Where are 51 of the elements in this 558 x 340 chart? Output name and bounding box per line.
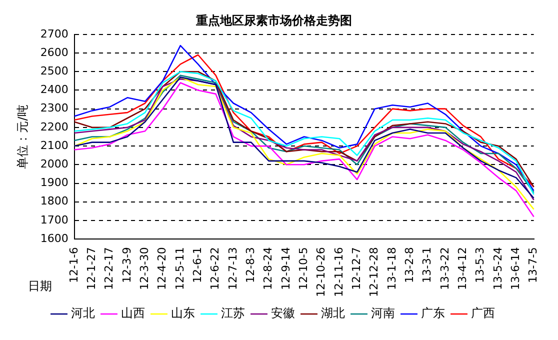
x-tick-label: 12-1-27 (84, 247, 98, 290)
legend-label: 山东 (171, 306, 195, 320)
y-tick-label: 1900 (40, 176, 68, 190)
legend-label: 江苏 (221, 306, 245, 320)
legend-label: 湖北 (321, 306, 345, 320)
x-tick-label: 12-3-9 (120, 247, 134, 284)
x-tick-label: 12-6-1 (190, 247, 204, 284)
y-tick-label: 1800 (40, 194, 68, 208)
y-tick-label: 2200 (40, 120, 68, 134)
y-tick-label: 2500 (40, 64, 68, 78)
x-tick-label: 12-8-3 (244, 247, 257, 284)
x-tick-label: 12-9-14 (279, 247, 292, 290)
chart-title: 重点地区尿素市场价格走势图 (195, 13, 352, 28)
y-tick-label: 2300 (40, 102, 68, 115)
x-tick-label: 13-2-8 (402, 247, 416, 284)
x-tick-label: 12-6-22 (208, 247, 222, 290)
x-tick-label: 13-3-1 (420, 247, 434, 284)
x-tick-label: 12-11-16 (332, 247, 346, 298)
y-tick-label: 2600 (40, 46, 68, 59)
y-axis-title: 单位：元/吨 (15, 104, 30, 169)
x-tick-label: 12-12-7 (350, 247, 363, 290)
x-tick-label: 12-3-30 (138, 247, 151, 290)
x-tick-label: 13-5-24 (491, 247, 504, 290)
x-tick-label: 12-10-26 (314, 247, 328, 298)
legend-label: 河南 (371, 306, 395, 320)
x-tick-label: 12-5-11 (173, 247, 186, 290)
y-tick-label: 1600 (40, 232, 68, 245)
x-tick-label: 13-3-22 (438, 247, 452, 290)
x-tick-label: 12-8-24 (262, 247, 275, 290)
y-tick-label: 2100 (40, 138, 68, 152)
x-axis-title: 日期 (28, 279, 52, 294)
legend-label: 广西 (471, 306, 495, 320)
x-tick-label: 13-7-5 (526, 247, 540, 284)
x-tick-label: 12-12-28 (368, 247, 381, 298)
x-tick-label: 13-6-14 (508, 247, 522, 290)
y-tick-label: 2400 (40, 83, 68, 96)
x-tick-label: 12-7-13 (226, 247, 240, 290)
legend-label: 山西 (121, 306, 145, 320)
legend-label: 广东 (421, 306, 445, 320)
y-tick-label: 1700 (40, 213, 68, 226)
x-tick-label: 13-4-12 (456, 247, 469, 290)
x-tick-label: 12-10-5 (296, 247, 310, 290)
y-tick-label: 2700 (40, 27, 68, 40)
legend-label: 河北 (71, 306, 95, 320)
legend-label: 安徽 (271, 306, 295, 320)
y-tick-label: 2000 (40, 158, 68, 171)
x-tick-label: 12-4-20 (156, 247, 169, 290)
x-tick-label: 13-5-3 (474, 247, 487, 284)
x-tick-label: 13-1-18 (385, 247, 398, 290)
x-tick-label: 12-2-17 (102, 247, 116, 290)
x-tick-label: 12-1-6 (67, 247, 80, 284)
